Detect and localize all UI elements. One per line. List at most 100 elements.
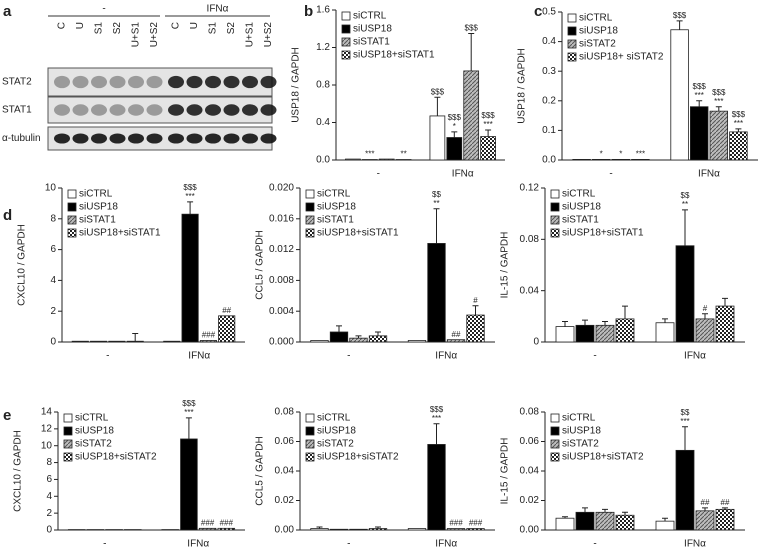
legend-label: siUSP18+siSTAT2	[317, 452, 399, 463]
significance: $$$	[431, 87, 445, 96]
bar	[361, 159, 378, 161]
y-tick-label: 12	[41, 423, 53, 434]
legend-swatch	[63, 439, 73, 449]
error-bar	[696, 100, 703, 107]
blot-band	[205, 133, 221, 144]
significance: $$$	[673, 11, 687, 20]
bar	[161, 529, 179, 531]
y-tick-label: 6	[50, 244, 56, 255]
x-tick-label: IFNα	[698, 169, 720, 180]
significance: ***	[185, 192, 194, 201]
x-tick-label: -	[593, 539, 596, 550]
bar	[368, 335, 388, 343]
blot-band	[72, 133, 89, 144]
y-tick-label: 0.2	[542, 95, 556, 106]
legend-swatch	[550, 189, 560, 199]
legend-swatch	[67, 189, 77, 199]
significance: ***	[680, 417, 689, 426]
y-tick-label: 10	[41, 440, 53, 451]
error-bar	[622, 305, 628, 319]
error-bar	[336, 325, 342, 332]
bar	[429, 115, 446, 161]
blot-band	[242, 75, 258, 89]
legend-label: siSTAT1	[562, 215, 599, 226]
significance: $$$	[183, 183, 197, 192]
legend-label: siUSP18+siSTAT1	[353, 50, 435, 61]
bar	[655, 322, 675, 343]
y-tick-label: 0.0	[316, 155, 330, 166]
blot-band	[260, 104, 277, 116]
y-tick-label: 0.4	[316, 117, 330, 128]
bar	[615, 318, 635, 343]
error-bar	[562, 320, 568, 327]
lane-label: U	[189, 22, 200, 29]
bar	[715, 305, 735, 343]
bar	[181, 213, 199, 343]
blot-band	[54, 75, 70, 89]
bar	[67, 529, 86, 531]
error-bar	[676, 20, 683, 30]
y-tick-label: 2	[46, 508, 52, 519]
error-bar	[582, 507, 588, 513]
lane-label: C	[57, 22, 68, 29]
blot-band	[146, 133, 163, 144]
significance: **	[433, 199, 439, 208]
y-tick-label: 0.0	[542, 155, 556, 166]
error-bar	[722, 297, 728, 307]
y-axis-label: IL-15 / GAPDH	[500, 232, 511, 299]
legend-label: siUSP18	[317, 426, 356, 437]
error-bar	[185, 417, 192, 439]
legend-label: siCTRL	[79, 189, 113, 200]
legend-label: siUSP18	[317, 202, 356, 213]
bar	[199, 340, 217, 343]
x-tick-label: -	[347, 539, 350, 550]
significance: ##	[721, 498, 730, 507]
bar	[463, 70, 480, 161]
y-tick-label: 1.2	[316, 42, 330, 53]
legend-swatch	[341, 50, 351, 60]
panel-letter: d	[3, 207, 12, 224]
significance: **	[682, 200, 688, 209]
legend-label: siUSP18	[353, 24, 392, 35]
legend-label: siCTRL	[562, 189, 596, 200]
error-bar	[468, 32, 475, 71]
legend-label: siUSP18	[562, 202, 601, 213]
bar	[90, 340, 108, 343]
lane-label: S2	[112, 22, 123, 35]
lane-label: U+S1	[245, 22, 256, 48]
lane-label: U+S2	[149, 22, 160, 48]
significance: #	[473, 296, 478, 305]
legend-swatch	[63, 426, 73, 436]
legend-swatch	[305, 228, 315, 238]
significance: **	[400, 150, 406, 159]
error-bar	[433, 423, 440, 445]
significance: $$$	[481, 111, 495, 120]
bar	[329, 528, 349, 531]
error-bar	[702, 507, 708, 511]
legend-swatch	[550, 439, 560, 449]
bar	[427, 243, 446, 343]
y-tick-label: 0.5	[542, 7, 556, 18]
x-tick-label: IFNα	[435, 539, 457, 550]
significance: *	[619, 150, 622, 159]
bar	[695, 318, 715, 343]
bar	[407, 528, 427, 531]
blot-band	[186, 75, 203, 89]
y-axis-label: USP18 / GAPDH	[517, 48, 528, 124]
blot-group: -	[102, 4, 105, 15]
blot-band	[54, 133, 70, 144]
error-bar	[715, 106, 722, 112]
x-tick-label: -	[593, 351, 596, 362]
legend-swatch	[550, 215, 560, 225]
y-tick-label: 0.1	[542, 125, 556, 136]
y-tick-label: 10	[45, 183, 57, 194]
legend-label: siCTRL	[317, 413, 351, 424]
bar	[675, 449, 695, 531]
y-tick-label: 0.012	[269, 244, 294, 255]
blot-band	[223, 104, 240, 116]
bar	[163, 340, 181, 343]
bar	[349, 337, 368, 343]
legend-label: siSTAT2	[317, 439, 354, 450]
x-tick-label: IFNα	[452, 169, 474, 180]
x-tick-label: IFNα	[187, 539, 209, 550]
